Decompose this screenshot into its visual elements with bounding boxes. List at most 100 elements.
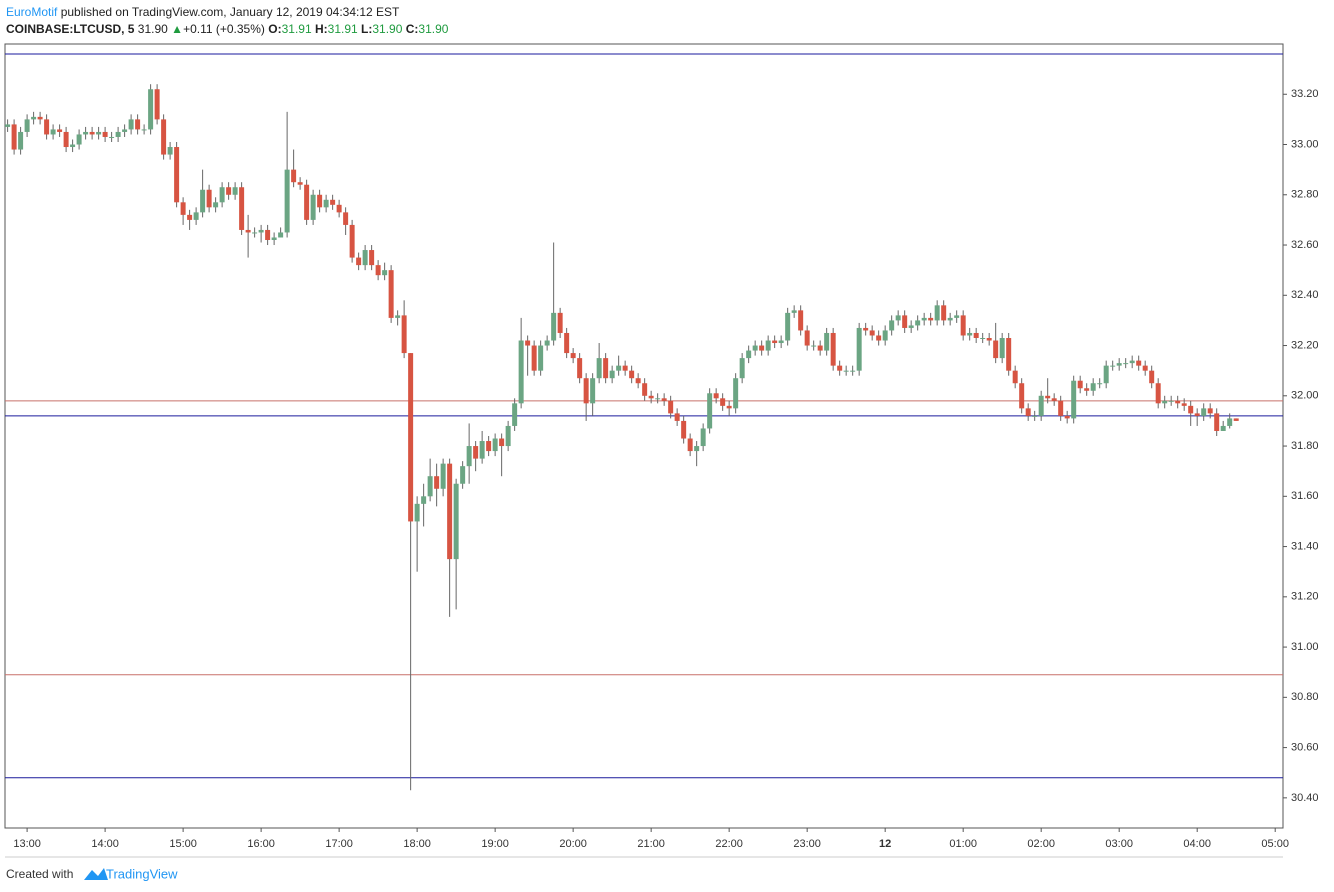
candle-body bbox=[739, 358, 745, 379]
candle-body bbox=[921, 317, 927, 321]
footer-brand[interactable]: TradingView bbox=[106, 866, 178, 881]
candle-body bbox=[70, 144, 76, 148]
plot-frame bbox=[4, 43, 1284, 829]
candle-body bbox=[1077, 380, 1083, 389]
candle-body bbox=[362, 250, 368, 266]
candle-body bbox=[343, 212, 349, 225]
candle-body bbox=[1038, 395, 1044, 416]
candle-body bbox=[1045, 395, 1051, 399]
candle-body bbox=[1110, 365, 1116, 367]
x-tick-label: 13:00 bbox=[13, 838, 41, 850]
candle-body bbox=[1103, 365, 1109, 384]
candle-body bbox=[687, 438, 693, 452]
x-tick-label: 20:00 bbox=[559, 838, 587, 850]
candle-body bbox=[850, 370, 856, 372]
x-tick-label: 22:00 bbox=[715, 838, 743, 850]
arrow: ▲ bbox=[171, 22, 184, 36]
candle-body bbox=[336, 204, 342, 213]
y-tick-label: 31.00 bbox=[1291, 641, 1319, 653]
candle-body bbox=[980, 338, 986, 339]
x-tick-label: 14:00 bbox=[91, 838, 119, 850]
brand-logo[interactable] bbox=[84, 868, 108, 880]
candle-body bbox=[752, 345, 758, 351]
candle-body bbox=[551, 312, 557, 341]
candle-body bbox=[479, 441, 485, 459]
y-tick-label: 31.60 bbox=[1291, 490, 1319, 502]
candle-body bbox=[57, 129, 63, 132]
x-tick-label: 15:00 bbox=[169, 838, 197, 850]
candle-body bbox=[993, 340, 999, 359]
symbol: COINBASE:LTCUSD, 5 bbox=[6, 22, 135, 36]
candle-body bbox=[161, 119, 167, 155]
candle-body bbox=[408, 353, 414, 522]
header-line: EuroMotif published on TradingView.com, … bbox=[6, 5, 399, 19]
y-tick-label: 33.00 bbox=[1291, 138, 1319, 150]
y-tick-label: 32.20 bbox=[1291, 339, 1319, 351]
candle-body bbox=[557, 312, 563, 333]
candle-body bbox=[219, 187, 225, 203]
candle-body bbox=[421, 496, 427, 504]
candle-body bbox=[785, 312, 791, 341]
candle-body bbox=[109, 136, 115, 138]
candle-body bbox=[1214, 413, 1220, 431]
x-tick-label: 01:00 bbox=[949, 838, 977, 850]
candle-body bbox=[239, 187, 245, 230]
candle-body bbox=[89, 131, 95, 135]
candle-body bbox=[232, 187, 238, 195]
x-tick-label: 16:00 bbox=[247, 838, 275, 850]
candle-body bbox=[369, 250, 375, 266]
candle-body bbox=[63, 131, 69, 148]
candle-body bbox=[128, 119, 134, 130]
candle-body bbox=[824, 332, 830, 351]
candle-body bbox=[499, 438, 505, 447]
candle-body bbox=[986, 338, 992, 341]
candle-body bbox=[1032, 415, 1038, 417]
candle-body bbox=[837, 365, 843, 371]
candle-body bbox=[1194, 413, 1200, 416]
x-tick-label: 21:00 bbox=[637, 838, 665, 850]
y-tick-label: 32.60 bbox=[1291, 239, 1319, 251]
candle-body bbox=[512, 403, 518, 426]
candle-body bbox=[661, 398, 667, 401]
candle-body bbox=[180, 202, 186, 215]
ohlc-value: 31.91 bbox=[327, 22, 358, 36]
candle-body bbox=[356, 257, 362, 266]
candle-body bbox=[31, 116, 37, 120]
ohlc-label: C: bbox=[405, 22, 419, 36]
candle-body bbox=[447, 463, 453, 560]
symbol-line: COINBASE:LTCUSD, 5 31.90 ▲+0.11 (+0.35%)… bbox=[6, 22, 448, 36]
candle-body bbox=[902, 315, 908, 328]
candle-body bbox=[1233, 418, 1239, 421]
candle-body bbox=[681, 420, 687, 439]
candle-body bbox=[200, 189, 206, 213]
candle-body bbox=[525, 340, 531, 346]
ohlc-label: L: bbox=[361, 22, 373, 36]
candle-body bbox=[954, 315, 960, 318]
candle-body bbox=[531, 345, 537, 371]
candle-body bbox=[122, 129, 128, 132]
candle-body bbox=[291, 169, 297, 183]
candle-body bbox=[460, 466, 466, 484]
candle-body bbox=[440, 463, 446, 489]
author[interactable]: EuroMotif bbox=[6, 5, 58, 19]
x-tick-label: 18:00 bbox=[403, 838, 431, 850]
ohlc-value: 31.91 bbox=[281, 22, 312, 36]
candle-body bbox=[141, 129, 147, 131]
x-tick-label: 23:00 bbox=[793, 838, 821, 850]
candle-body bbox=[245, 229, 251, 233]
candle-body bbox=[1155, 383, 1161, 404]
candle-body bbox=[668, 400, 674, 414]
candle-body bbox=[1116, 363, 1122, 366]
candle-body bbox=[590, 378, 596, 404]
x-tick-label: 12 bbox=[879, 838, 891, 850]
candle-body bbox=[213, 202, 219, 208]
candle-body bbox=[713, 393, 719, 399]
ohlc-value: 31.90 bbox=[418, 22, 449, 36]
candle-body bbox=[148, 89, 154, 130]
y-tick-label: 32.80 bbox=[1291, 189, 1319, 201]
candle-body bbox=[869, 330, 875, 336]
footer-created: Created with bbox=[6, 867, 73, 881]
candle-body bbox=[791, 310, 797, 313]
candle-body bbox=[492, 438, 498, 452]
